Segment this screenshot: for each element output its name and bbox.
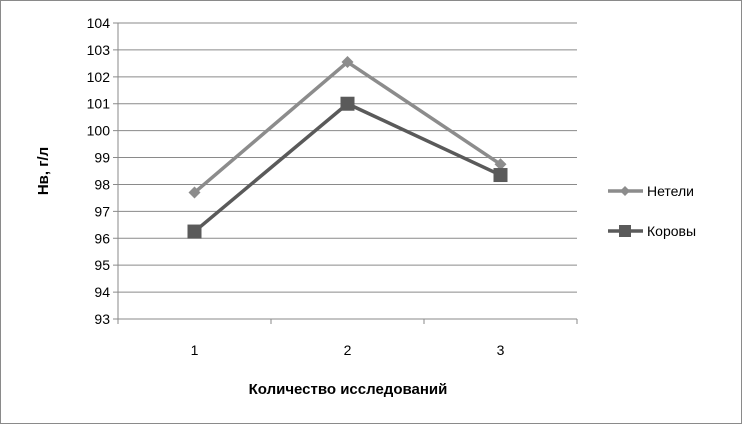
y-tick-label: 95 [94,257,110,273]
data-point-diamond [341,56,354,69]
data-point-diamond [494,158,507,171]
y-tick-label: 103 [87,42,111,58]
legend-label: Коровы [647,223,696,239]
x-tick-label: 2 [344,342,352,358]
x-tick-label: 1 [191,342,199,358]
series-line-Коровы [193,101,502,233]
data-point-square [187,224,202,239]
y-tick-label: 94 [94,284,110,300]
y-tick-label: 100 [87,123,111,139]
legend-label: Нетели [647,183,694,199]
y-tick-label: 98 [94,176,110,192]
x-axis-label: Количество исследований [249,381,448,398]
y-tick-label: 104 [87,15,111,31]
legend-diamond-marker [620,186,630,196]
y-axis-label: Нв, г/л [35,147,52,195]
x-tick-label: 3 [497,342,505,358]
series-line-Нетели [193,59,502,194]
data-point-square [493,168,508,183]
y-tick-label: 102 [87,69,111,85]
y-tick-label: 93 [94,311,110,327]
legend-square-marker [619,225,631,237]
y-tick-label: 101 [87,96,111,112]
y-tick-label: 97 [94,203,110,219]
y-tick-label: 99 [94,150,110,166]
y-tick-label: 96 [94,230,110,246]
data-point-square [340,96,355,111]
data-point-diamond [188,186,201,199]
